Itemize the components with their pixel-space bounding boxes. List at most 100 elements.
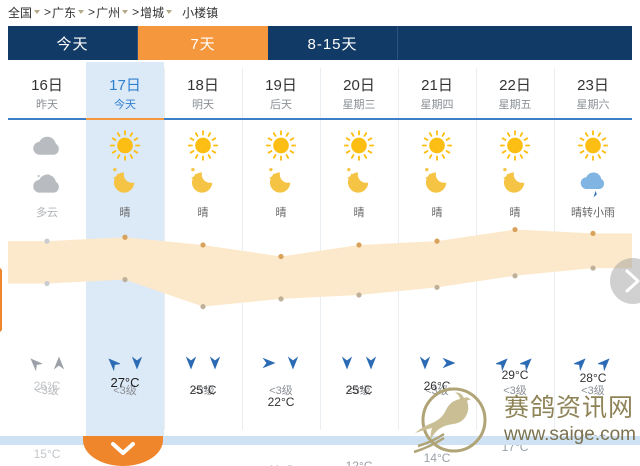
day-low-temperature: 14°C xyxy=(423,451,451,466)
day-underline xyxy=(554,118,632,120)
day-weather-text: 晴 xyxy=(509,207,521,219)
wind-arrow-s-icon xyxy=(341,356,353,370)
wind-speed-label: <3级 xyxy=(191,385,215,397)
day-weekday-label: 昨天 xyxy=(36,99,58,111)
day-column-21日[interactable]: 21日 星期四晴 26°C 14°C <3级 xyxy=(398,62,476,465)
day-high-temperature: 22°C xyxy=(267,394,295,409)
wind-arrow-n-icon xyxy=(53,356,65,370)
day-high-temperature: 25°C xyxy=(345,382,373,397)
day-date-number: 19日 xyxy=(265,77,297,94)
day-date-number: 20日 xyxy=(343,77,375,94)
wind-speed-label: <3级 xyxy=(269,385,293,397)
day-low-temperature: 11°C xyxy=(242,463,320,466)
wind-direction-arrows xyxy=(574,352,612,374)
moon-icon xyxy=(113,167,135,193)
forecast-range-tabs: 今天 7天 8-15天 xyxy=(8,26,632,60)
day-weekday-label: 星期六 xyxy=(576,99,610,111)
tab-today[interactable]: 今天 xyxy=(8,26,138,60)
day-date-number: 17日 xyxy=(109,77,141,94)
chevron-down-icon[interactable] xyxy=(122,10,129,14)
breadcrumb-item-label: 增城 xyxy=(140,5,165,20)
day-weekday-label: 星期四 xyxy=(420,99,454,111)
day-date-block: 19日后天 xyxy=(242,62,320,120)
moon-icon xyxy=(191,167,213,193)
tabbar-filler xyxy=(398,26,632,60)
wind-speed-label: <3级 xyxy=(347,385,371,397)
wind-arrow-e-icon xyxy=(262,357,276,369)
day-temperature-block: 26°C 15°C xyxy=(8,220,86,461)
breadcrumb-item-0[interactable]: 全国 xyxy=(8,4,44,21)
wind-direction-arrows xyxy=(496,352,534,374)
wind-arrow-s-icon xyxy=(185,356,197,370)
chevron-down-icon[interactable] xyxy=(34,10,41,14)
breadcrumb-separator: > xyxy=(88,5,96,19)
day-wind-block: <3级 xyxy=(86,348,164,410)
chevron-down-icon[interactable] xyxy=(78,10,85,14)
moon-icon xyxy=(269,167,291,193)
forecast-day-columns: 16日昨天多云26°C15°C<3级17日今天晴27°C16°C<3级18日明天… xyxy=(8,62,632,466)
day-weather-block: 晴 xyxy=(86,120,164,220)
wind-arrow-s-icon xyxy=(365,356,377,370)
day-high-temperature: 25°C xyxy=(189,382,217,397)
day-date-number: 23日 xyxy=(577,77,609,94)
tab-8to15day[interactable]: 8-15天 xyxy=(268,26,398,60)
day-low-temperature: 15°C xyxy=(33,447,61,462)
day-temperature-block: 25°C9°C xyxy=(164,220,242,397)
breadcrumb: 全国 > 广东 > 广州 > 增城 小楼镇 xyxy=(0,0,640,24)
day-column-16日[interactable]: 16日 昨天 多云 26°C 15°C <3级 xyxy=(8,62,86,461)
next-week-button[interactable] xyxy=(610,258,640,304)
day-date-block: 23日星期六 xyxy=(554,62,632,120)
breadcrumb-current-location: 小楼镇 xyxy=(182,5,219,20)
day-weather-text: 晴 xyxy=(197,207,209,219)
day-weekday-label: 后天 xyxy=(270,99,292,111)
breadcrumb-item-1[interactable]: > 广东 xyxy=(44,4,88,21)
day-wind-block: <3级 xyxy=(476,348,554,410)
day-high-temperature: 27°C xyxy=(110,375,140,391)
day-wind-block: <3级 xyxy=(164,348,242,410)
chevron-down-icon[interactable] xyxy=(166,10,173,14)
bottom-divider-bar xyxy=(0,436,640,445)
day-low-temperature: 12°C xyxy=(320,459,398,466)
day-weather-text: 晴 xyxy=(353,207,365,219)
chevron-down-icon xyxy=(111,442,135,455)
wind-direction-arrows xyxy=(28,352,66,374)
day-weather-block: 晴 xyxy=(164,120,242,220)
wind-arrow-nw-icon xyxy=(30,358,42,371)
wind-speed-label: <3级 xyxy=(35,385,59,397)
day-weather-text: 晴 xyxy=(431,207,443,219)
day-date-block: 16日昨天 xyxy=(8,62,86,120)
breadcrumb-item-3[interactable]: > 增城 xyxy=(132,4,176,21)
sun-icon xyxy=(577,130,609,161)
day-date-block: 17日 今天 xyxy=(86,62,164,120)
breadcrumb-item-label: 全国 xyxy=(8,5,33,20)
day-date-block: 22日 星期五 xyxy=(476,62,554,120)
day-weekday-label: 星期三 xyxy=(342,99,376,111)
wind-arrow-s-icon xyxy=(131,356,143,370)
tab-7day[interactable]: 7天 xyxy=(138,26,268,60)
day-date-number: 16日 xyxy=(31,77,63,94)
day-weather-block: 晴 xyxy=(242,120,320,220)
day-column-22日[interactable]: 22日 星期五晴 29°C 17°C <3级 xyxy=(476,62,554,454)
day-high-temperature: 29°C xyxy=(501,367,529,382)
day-wind-block: <3级 xyxy=(320,348,398,410)
day-underline xyxy=(398,118,476,120)
day-weather-block: 晴 xyxy=(320,120,398,220)
moon-icon xyxy=(503,167,525,193)
day-temperature-block: 29°C 17°C xyxy=(476,220,554,454)
expand-toggle-button[interactable] xyxy=(83,436,163,466)
prev-week-button[interactable] xyxy=(0,268,2,332)
day-weekday-label: 星期五 xyxy=(498,99,532,111)
day-high-temperature: 26°C xyxy=(423,379,451,394)
day-weather-block: 晴转小雨 xyxy=(554,120,632,220)
day-high-temperature: 26°C xyxy=(33,379,61,394)
wind-arrow-s-icon xyxy=(209,356,221,370)
day-weather-text: 晴 xyxy=(275,207,287,219)
breadcrumb-item-2[interactable]: > 广州 xyxy=(88,4,132,21)
wind-arrow-e-icon xyxy=(442,357,456,369)
